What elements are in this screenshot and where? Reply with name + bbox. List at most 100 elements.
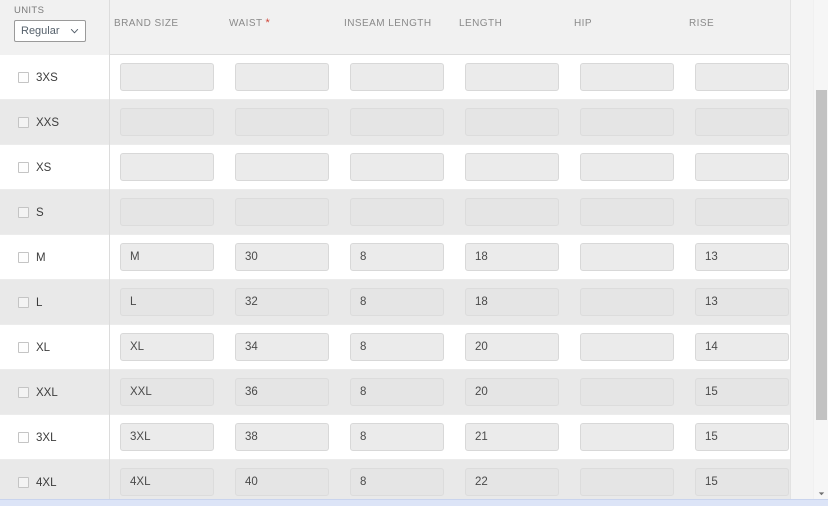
units-selected-value: Regular [21,25,60,37]
input-brand_size-3xl[interactable]: 3XL [120,423,214,451]
input-length-xl[interactable]: 20 [465,333,559,361]
input-waist-xxl[interactable]: 36 [235,378,329,406]
input-inseam_length-4xl[interactable]: 8 [350,468,444,496]
input-rise-s[interactable] [695,198,789,226]
input-inseam_length-xxl[interactable]: 8 [350,378,444,406]
table-row: 3XS [0,55,790,100]
input-rise-xl[interactable]: 14 [695,333,789,361]
column-header-brand-size[interactable]: BRAND SIZE [110,0,225,55]
input-brand_size-xs[interactable] [120,153,214,181]
input-brand_size-4xl[interactable]: 4XL [120,468,214,496]
input-hip-4xl[interactable] [580,468,674,496]
input-inseam_length-xl[interactable]: 8 [350,333,444,361]
input-waist-xl[interactable]: 34 [235,333,329,361]
input-inseam_length-3xs[interactable] [350,63,444,91]
grid-header-row: UNITS Regular BRAND SIZE WAIST * [0,0,790,55]
input-length-4xl[interactable]: 22 [465,468,559,496]
column-header-label: WAIST [229,18,263,29]
input-length-3xl[interactable]: 21 [465,423,559,451]
row-checkbox-xs[interactable] [18,162,29,173]
input-length-xxs[interactable] [465,108,559,136]
input-hip-l[interactable] [580,288,674,316]
row-checkbox-3xs[interactable] [18,72,29,83]
input-inseam_length-xs[interactable] [350,153,444,181]
input-brand_size-m[interactable]: M [120,243,214,271]
input-inseam_length-3xl[interactable]: 8 [350,423,444,451]
input-brand_size-3xs[interactable] [120,63,214,91]
input-rise-l[interactable]: 13 [695,288,789,316]
units-select[interactable]: Regular [14,20,86,42]
column-header-hip[interactable]: HIP [570,0,685,55]
input-length-s[interactable] [465,198,559,226]
input-waist-l[interactable]: 32 [235,288,329,316]
input-brand_size-xl[interactable]: XL [120,333,214,361]
cell-hip [570,100,685,145]
input-length-xxl[interactable]: 20 [465,378,559,406]
input-waist-4xl[interactable]: 40 [235,468,329,496]
row-checkbox-xxs[interactable] [18,117,29,128]
row-label-cell-3xs: 3XS [0,55,110,100]
input-waist-xxs[interactable] [235,108,329,136]
input-hip-3xs[interactable] [580,63,674,91]
input-brand_size-xxs[interactable] [120,108,214,136]
input-rise-xs[interactable] [695,153,789,181]
cell-hip [570,55,685,100]
row-checkbox-4xl[interactable] [18,477,29,488]
cell-brand_size [110,190,225,235]
cell-waist [225,190,340,235]
row-checkbox-s[interactable] [18,207,29,218]
input-brand_size-xxl[interactable]: XXL [120,378,214,406]
row-checkbox-xl[interactable] [18,342,29,353]
cell-waist: 30 [225,235,340,280]
input-waist-3xs[interactable] [235,63,329,91]
input-brand_size-l[interactable]: L [120,288,214,316]
column-header-label: RISE [689,18,715,29]
row-checkbox-l[interactable] [18,297,29,308]
cell-waist: 36 [225,370,340,415]
column-header-length[interactable]: LENGTH [455,0,570,55]
input-length-xs[interactable] [465,153,559,181]
cell-hip [570,190,685,235]
column-header-waist[interactable]: WAIST * [225,0,340,55]
caret-down-icon[interactable] [814,486,828,500]
input-inseam_length-m[interactable]: 8 [350,243,444,271]
cell-rise [685,55,790,100]
column-header-inseam-length[interactable]: INSEAM LENGTH [340,0,455,55]
input-length-3xs[interactable] [465,63,559,91]
input-length-m[interactable]: 18 [465,243,559,271]
input-hip-xxl[interactable] [580,378,674,406]
input-waist-xs[interactable] [235,153,329,181]
input-rise-4xl[interactable]: 15 [695,468,789,496]
input-hip-m[interactable] [580,243,674,271]
input-rise-xxl[interactable]: 15 [695,378,789,406]
input-rise-3xl[interactable]: 15 [695,423,789,451]
input-hip-xl[interactable] [580,333,674,361]
input-hip-xxs[interactable] [580,108,674,136]
input-hip-s[interactable] [580,198,674,226]
row-checkbox-m[interactable] [18,252,29,263]
input-inseam_length-l[interactable]: 8 [350,288,444,316]
input-waist-3xl[interactable]: 38 [235,423,329,451]
row-checkbox-3xl[interactable] [18,432,29,443]
cell-brand_size: L [110,280,225,325]
input-rise-3xs[interactable] [695,63,789,91]
input-hip-3xl[interactable] [580,423,674,451]
input-waist-s[interactable] [235,198,329,226]
input-waist-m[interactable]: 30 [235,243,329,271]
input-inseam_length-xxs[interactable] [350,108,444,136]
column-header-rise[interactable]: RISE [685,0,790,55]
cell-length [455,190,570,235]
input-inseam_length-s[interactable] [350,198,444,226]
input-rise-m[interactable]: 13 [695,243,789,271]
cell-hip [570,280,685,325]
grid-scroll-viewport[interactable]: UNITS Regular BRAND SIZE WAIST * [0,0,790,500]
input-rise-xxs[interactable] [695,108,789,136]
chevron-down-icon [70,28,79,34]
input-hip-xs[interactable] [580,153,674,181]
vertical-scrollbar-thumb[interactable] [816,90,827,420]
input-brand_size-s[interactable] [120,198,214,226]
vertical-scrollbar[interactable] [813,0,828,500]
input-length-l[interactable]: 18 [465,288,559,316]
row-checkbox-xxl[interactable] [18,387,29,398]
